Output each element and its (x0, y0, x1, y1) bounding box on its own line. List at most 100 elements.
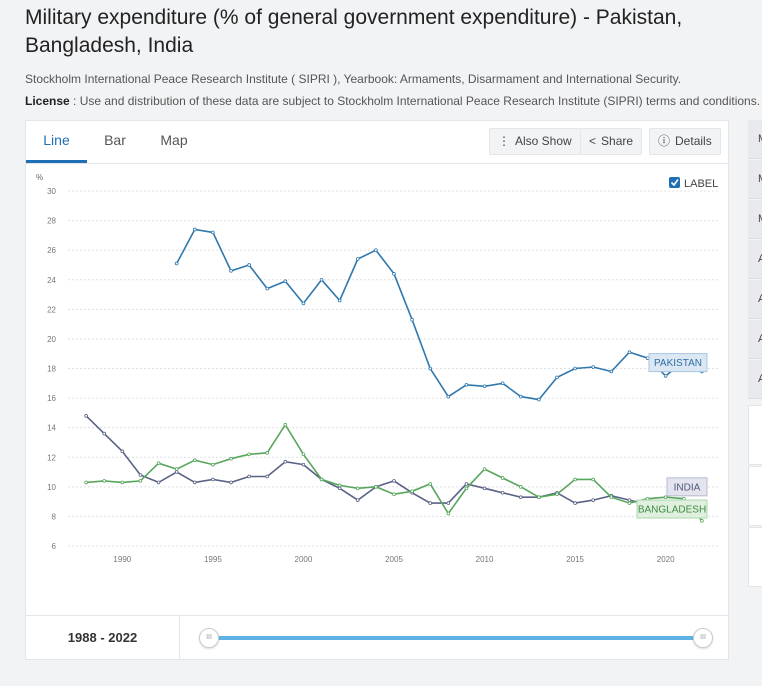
data-point[interactable] (247, 474, 251, 479)
tab-line[interactable]: Line (26, 121, 87, 163)
data-point[interactable] (428, 366, 433, 371)
data-point[interactable] (446, 394, 451, 399)
data-point[interactable] (627, 501, 632, 505)
data-point[interactable] (355, 486, 360, 491)
data-point[interactable] (482, 467, 487, 471)
data-point[interactable] (663, 374, 668, 378)
data-point[interactable] (446, 501, 451, 505)
data-point[interactable] (591, 365, 596, 369)
data-point[interactable] (319, 477, 324, 482)
data-point[interactable] (265, 474, 270, 479)
data-point[interactable] (247, 263, 251, 267)
data-point[interactable] (192, 458, 197, 463)
data-point[interactable] (518, 485, 523, 489)
data-point[interactable] (301, 301, 306, 306)
data-point[interactable] (410, 317, 414, 322)
data-point[interactable] (192, 480, 197, 485)
data-point[interactable] (663, 495, 668, 499)
data-point[interactable] (174, 467, 179, 471)
data-point[interactable] (102, 431, 107, 436)
data-point[interactable] (446, 511, 451, 516)
series-line-pakistan[interactable] (175, 228, 703, 401)
share-button[interactable]: < Share (580, 128, 643, 155)
data-point[interactable] (247, 452, 251, 457)
data-point[interactable] (138, 479, 143, 483)
data-point[interactable] (156, 461, 161, 465)
details-button[interactable]: ⓘ Details (649, 128, 721, 155)
side-panel-item[interactable]: A (748, 360, 762, 399)
data-point[interactable] (283, 459, 288, 464)
data-point[interactable] (500, 476, 505, 480)
data-point[interactable] (283, 279, 288, 284)
data-point[interactable] (573, 477, 577, 482)
side-panel-item[interactable]: M (748, 200, 762, 239)
range-end-handle[interactable]: III (693, 628, 713, 648)
range-start-handle[interactable]: III (199, 628, 219, 648)
data-point[interactable] (211, 462, 215, 467)
data-point[interactable] (265, 451, 270, 455)
data-point[interactable] (537, 397, 541, 402)
data-point[interactable] (174, 470, 179, 474)
data-point[interactable] (392, 492, 396, 497)
tab-map[interactable]: Map (160, 132, 188, 148)
data-point[interactable] (337, 298, 342, 303)
data-point[interactable] (102, 479, 107, 483)
data-point[interactable] (700, 519, 704, 523)
data-point[interactable] (84, 414, 88, 418)
data-point[interactable] (464, 486, 469, 491)
data-point[interactable] (120, 449, 125, 454)
data-point[interactable] (482, 486, 487, 491)
side-panel-item[interactable]: A (748, 240, 762, 279)
data-point[interactable] (319, 277, 324, 282)
also-show-button[interactable]: ⋮ Also Show (489, 128, 581, 155)
side-panel-item[interactable]: A (748, 280, 762, 319)
data-point[interactable] (355, 257, 360, 261)
data-point[interactable] (591, 498, 596, 502)
data-point[interactable] (464, 382, 469, 387)
data-point[interactable] (609, 369, 614, 374)
data-point[interactable] (500, 381, 505, 386)
data-point[interactable] (337, 483, 342, 488)
data-point[interactable] (84, 480, 88, 485)
data-point[interactable] (518, 495, 523, 499)
data-point[interactable] (211, 230, 215, 235)
data-point[interactable] (211, 477, 215, 482)
data-point[interactable] (138, 473, 143, 477)
data-point[interactable] (156, 480, 161, 485)
data-point[interactable] (428, 482, 433, 486)
data-point[interactable] (573, 366, 577, 371)
data-point[interactable] (283, 422, 288, 427)
data-point[interactable] (609, 495, 614, 499)
range-slider-track[interactable] (209, 636, 703, 640)
label-toggle[interactable]: LABEL (669, 177, 718, 190)
data-point[interactable] (265, 286, 270, 291)
data-point[interactable] (464, 482, 469, 486)
data-point[interactable] (192, 227, 197, 232)
data-point[interactable] (555, 492, 559, 497)
tab-bar[interactable]: Bar (104, 132, 126, 148)
data-point[interactable] (573, 501, 577, 505)
data-point[interactable] (428, 501, 433, 505)
data-point[interactable] (410, 489, 414, 494)
series-line-india[interactable] (85, 415, 702, 516)
data-point[interactable] (174, 261, 179, 266)
data-point[interactable] (301, 452, 306, 457)
data-point[interactable] (591, 477, 596, 482)
data-point[interactable] (120, 480, 125, 485)
data-point[interactable] (627, 350, 632, 355)
side-panel-item[interactable]: M (748, 120, 762, 159)
data-point[interactable] (301, 462, 306, 467)
data-point[interactable] (229, 480, 233, 485)
data-point[interactable] (337, 486, 342, 491)
data-point[interactable] (355, 498, 360, 502)
data-point[interactable] (500, 490, 505, 495)
data-point[interactable] (392, 272, 396, 276)
data-point[interactable] (555, 375, 559, 380)
data-point[interactable] (229, 269, 233, 273)
data-point[interactable] (229, 456, 233, 461)
data-point[interactable] (392, 479, 396, 483)
label-checkbox[interactable] (669, 177, 680, 188)
data-point[interactable] (537, 495, 541, 499)
data-point[interactable] (374, 248, 378, 252)
side-panel-item[interactable]: M (748, 160, 762, 199)
